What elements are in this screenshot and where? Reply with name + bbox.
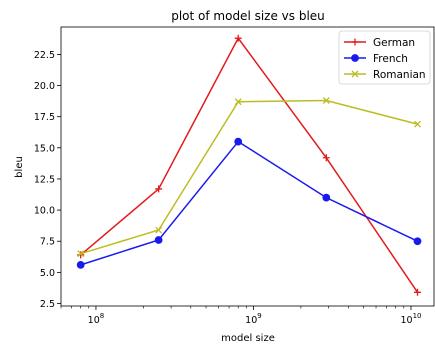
data-point-french [322, 193, 331, 202]
data-point-romanian [414, 120, 421, 128]
y-tick-label: 2.5 [40, 299, 55, 310]
legend-label-french: French [373, 53, 408, 65]
y-tick-label: 22.5 [34, 50, 55, 61]
data-point-german [322, 154, 330, 162]
data-point-german [77, 251, 85, 259]
data-point-german [234, 34, 242, 42]
data-point-romanian [234, 98, 242, 106]
data-point-french [76, 260, 85, 269]
data-point-romanian [322, 97, 330, 104]
legend-label-romanian: Romanian [373, 69, 426, 81]
legend: German French Romanian [338, 30, 431, 85]
x-tick-label: 109 [245, 312, 262, 326]
y-tick-label: 7.5 [40, 237, 55, 248]
legend-marker-french [351, 54, 359, 62]
x-axis-label: model size [221, 333, 275, 344]
y-tick-label: 10.0 [34, 206, 55, 217]
data-point-german [155, 185, 163, 193]
legend-marker-romanian [351, 70, 359, 78]
legend-marker-german [351, 38, 359, 46]
data-point-french [154, 236, 163, 244]
y-axis-label: bleu [14, 156, 25, 178]
x-tick-label: 1010 [400, 312, 421, 326]
plot-area: 2.5 5.0 7.5 10.0 12.5 15.0 17.5 20.0 22.5 108 109 1… [34, 26, 435, 326]
y-tick-label: 5.0 [40, 268, 55, 279]
legend-box [338, 30, 431, 85]
plot-frame [60, 26, 435, 307]
chart-title: plot of model size vs bleu [171, 9, 325, 23]
data-point-french [234, 137, 243, 146]
data-point-german [414, 288, 422, 296]
data-point-romanian [77, 250, 85, 258]
legend-label-german: German [373, 37, 415, 49]
series-line-romanian [80, 99, 418, 255]
series-line-french [80, 140, 418, 266]
y-tick-label: 12.5 [34, 174, 55, 185]
y-tick-label: 20.0 [34, 81, 55, 92]
data-point-romanian [155, 226, 163, 234]
x-tick-label: 108 [88, 312, 105, 326]
y-tick-label: 17.5 [34, 112, 55, 123]
data-point-french [413, 237, 422, 246]
y-tick-label: 15.0 [34, 143, 55, 154]
